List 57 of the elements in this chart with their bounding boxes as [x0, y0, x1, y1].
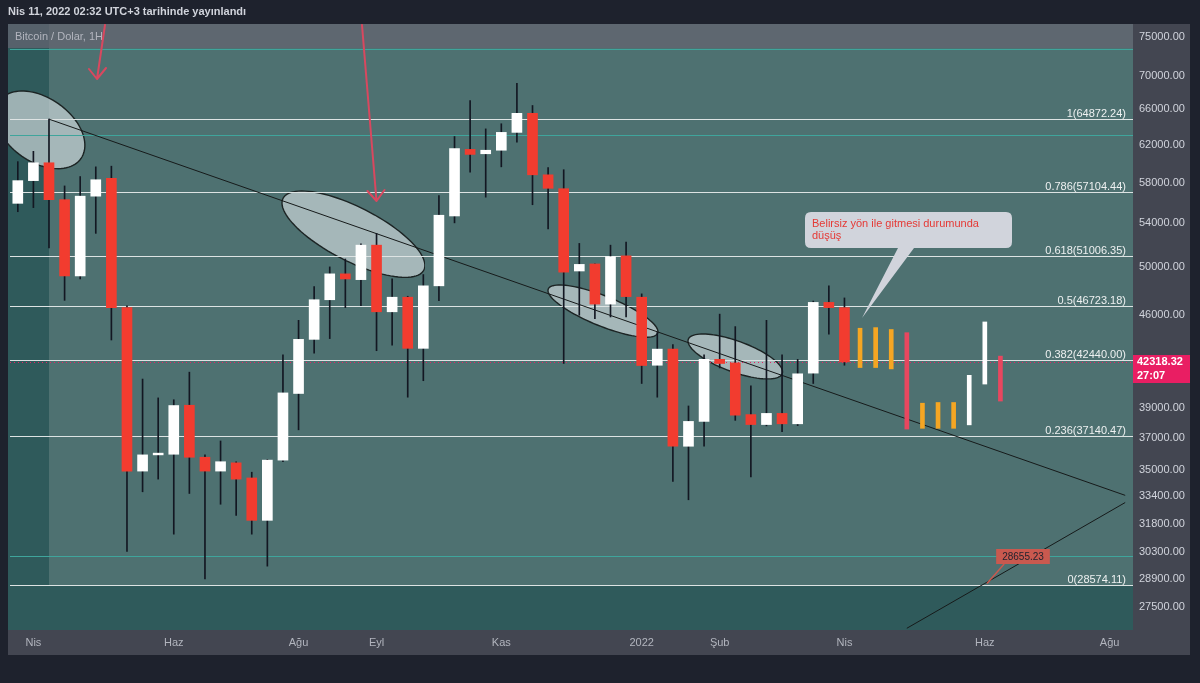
bar — [951, 402, 956, 429]
x-tick-label: Haz — [975, 635, 995, 648]
candlestick — [464, 100, 476, 173]
candlestick — [823, 285, 835, 335]
bar — [873, 327, 878, 368]
annotation: 28655.23 — [1002, 550, 1045, 562]
y-tick-label: 70000.00 — [1139, 68, 1185, 81]
text: 27:07 — [1137, 369, 1166, 382]
y-tick-label: 58000.00 — [1139, 175, 1185, 188]
y-tick-label: 37000.00 — [1139, 431, 1185, 444]
ref-line-label: 0.5(46723.18) — [1057, 293, 1126, 306]
x-tick-label: 2022 — [629, 635, 654, 648]
x-tick-label: Nis — [836, 635, 853, 648]
y-tick-label: 46000.00 — [1139, 307, 1185, 320]
ref-line-label: 0.382(42440.00) — [1045, 347, 1126, 360]
x-tick-label: Nis — [25, 635, 42, 648]
chart-title: Nis 11, 2022 02:32 UTC+3 tarihinde yayınlandı — [8, 5, 247, 17]
ref-line-label: 1(64872.24) — [1066, 106, 1126, 119]
candlestick — [480, 128, 492, 198]
candlestick — [199, 454, 211, 580]
x-tick-label: Haz — [163, 635, 184, 648]
candlestick — [386, 278, 398, 346]
candlestick — [745, 385, 757, 478]
bar — [982, 321, 988, 385]
candlestick — [542, 167, 554, 230]
ref-line-label: 0.236(37140.47) — [1045, 423, 1126, 436]
y-tick-label: 39000.00 — [1139, 401, 1185, 414]
annotation: Belirsiz yön ile gitmesi durumunda düşüş — [812, 217, 980, 241]
y-tick-label: 27500.00 — [1139, 599, 1185, 612]
x-tick-label: Ağu — [1099, 635, 1120, 648]
candlestick — [573, 243, 585, 316]
candlestick — [714, 313, 725, 369]
bar — [888, 329, 894, 370]
y-tick-label: 75000.00 — [1139, 29, 1185, 42]
x-tick-label: Eyl — [368, 635, 385, 648]
y-tick-label: 35000.00 — [1139, 462, 1185, 475]
y-tick-label: 33400.00 — [1139, 489, 1185, 502]
x-tick-label: Şub — [709, 635, 730, 648]
y-tick-label: 28900.00 — [1139, 571, 1185, 584]
bar — [920, 402, 925, 429]
y-tick-label: 54000.00 — [1139, 216, 1185, 229]
x-tick-label: Ağu — [288, 635, 309, 648]
y-tick-label: 50000.00 — [1139, 260, 1185, 273]
x-tick-label: Kas — [491, 635, 512, 648]
y-tick-label: 62000.00 — [1139, 137, 1185, 150]
ref-line-label: 0.786(57104.44) — [1045, 179, 1126, 192]
candlestick — [651, 332, 663, 398]
text: 42318.32 — [1137, 355, 1183, 368]
candlestick — [776, 354, 788, 433]
y-tick-label: 66000.00 — [1139, 102, 1185, 115]
y-tick-label: 30300.00 — [1139, 544, 1185, 557]
text: Bitcoin / Dolar, 1H — [15, 30, 104, 42]
ref-line-label: 0(28574.11) — [1067, 572, 1126, 585]
ref-line-label: 0.618(51006.35) — [1045, 243, 1126, 256]
bar — [966, 374, 972, 426]
y-tick-label: 31800.00 — [1139, 517, 1185, 530]
bar — [998, 355, 1003, 402]
